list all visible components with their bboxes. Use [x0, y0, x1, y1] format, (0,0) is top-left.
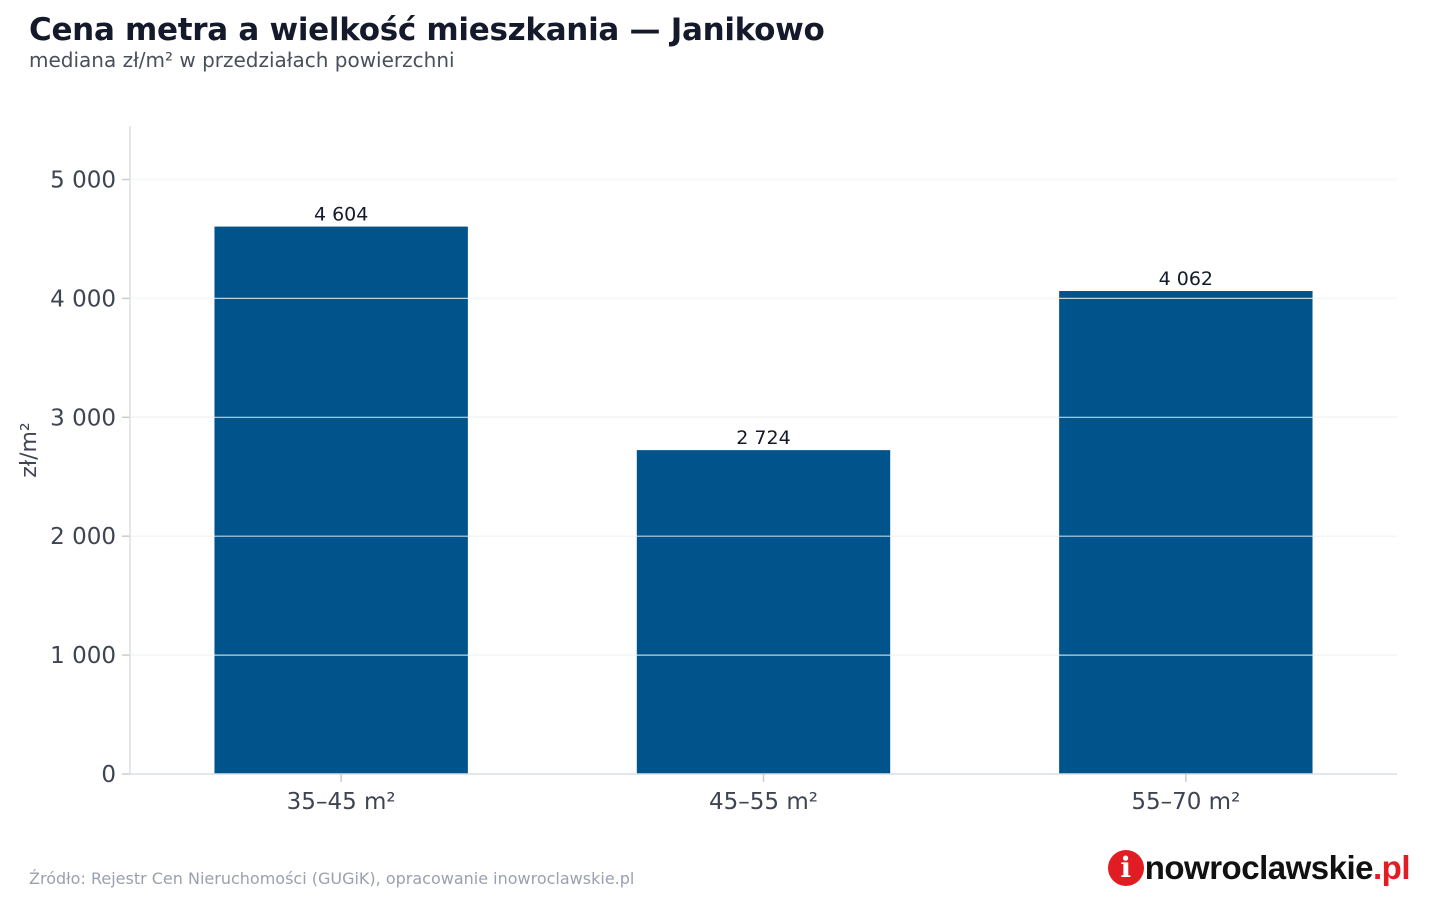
bar: [636, 450, 891, 774]
source-note: Źródło: Rejestr Cen Nieruchomości (GUGiK…: [29, 869, 635, 888]
logo-i-icon: i: [1107, 850, 1144, 886]
chart-subtitle: mediana zł/m² w przedziałach powierzchni: [29, 48, 455, 72]
chart-title: Cena metra a wielkość mieszkania — Janik…: [29, 12, 825, 48]
bar-chart: 0 1 000 2 000 3 000 4 000 5 000 4 604 35–45 m² 2…: [17, 126, 1397, 815]
y-tick-label: 2 000: [50, 524, 116, 550]
grid-overlay: [130, 178, 1397, 656]
y-tick-label: 1 000: [50, 643, 116, 669]
bar-value-label: 2 724: [736, 427, 790, 449]
labels: 0 1 000 2 000 3 000 4 000 5 000 4 604 35–45 m² 2…: [17, 168, 1240, 815]
bar-value-label: 4 604: [314, 204, 368, 226]
x-tick-label: 55–70 m²: [1131, 789, 1240, 815]
y-axis-label: zł/m²: [17, 422, 42, 477]
bar: [1059, 291, 1313, 774]
bar-value-label: 4 062: [1159, 268, 1213, 290]
brand-logo: i nowroclawskie.pl: [1107, 846, 1411, 890]
bars: [214, 226, 1313, 774]
axes: [122, 126, 1397, 782]
y-tick-label: 4 000: [50, 286, 116, 312]
y-tick-label: 0: [101, 762, 116, 788]
x-tick-label: 45–55 m²: [709, 789, 818, 815]
logo-name: nowroclawskie: [1144, 849, 1374, 886]
logo-text: nowroclawskie.pl: [1144, 849, 1411, 887]
logo-tld: .pl: [1373, 849, 1411, 886]
y-tick-label: 3 000: [50, 405, 116, 431]
x-tick-label: 35–45 m²: [287, 789, 396, 815]
y-tick-label: 5 000: [50, 168, 116, 194]
bar: [214, 226, 468, 774]
